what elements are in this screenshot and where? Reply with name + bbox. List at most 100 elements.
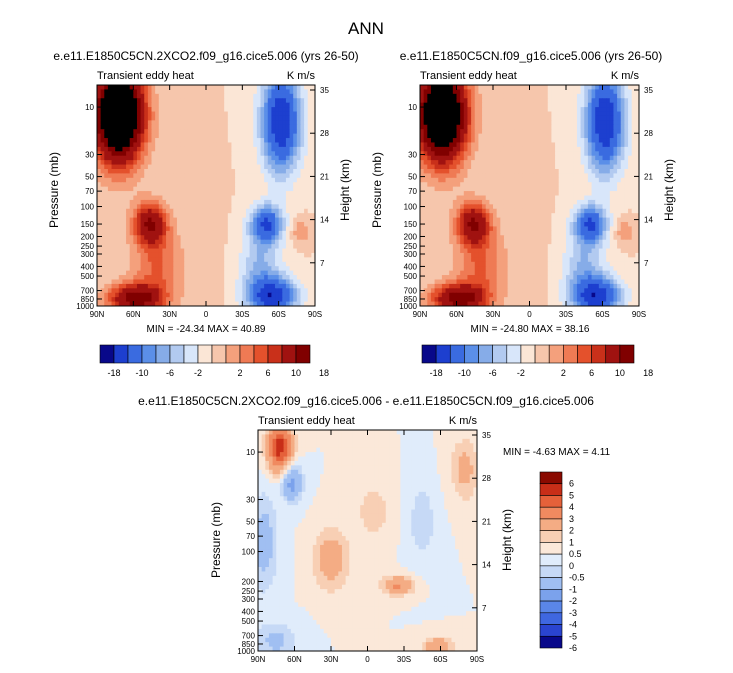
panel-right-cell — [430, 164, 436, 170]
panel-right-cell — [591, 89, 596, 95]
panel-right-cell — [503, 111, 509, 117]
panel-left-cell — [231, 191, 236, 196]
panel-right-cell — [547, 195, 552, 201]
panel-right-cell — [460, 151, 465, 157]
panel-right-cell — [493, 102, 498, 108]
panel-right-cell — [533, 142, 538, 148]
panel-right-cell — [525, 168, 530, 174]
panel-left-cell — [107, 248, 113, 254]
panel-left-cell — [275, 195, 280, 201]
panel-left-cell — [180, 191, 185, 196]
panel-left-cell — [126, 138, 131, 143]
panel-left-cell — [169, 230, 174, 236]
panel-left-cell — [307, 120, 312, 126]
panel-left-cell — [166, 270, 171, 276]
panel-right-cell — [547, 129, 552, 135]
panel-right-cell — [525, 111, 530, 117]
panel-left-cell — [97, 208, 102, 214]
panel-left-cell — [285, 230, 291, 236]
panel-left-cell — [122, 195, 127, 201]
panel-right-cell — [489, 133, 494, 139]
panel-right-cell — [478, 217, 483, 223]
panel-right-cell — [493, 204, 498, 210]
panel-left-cell — [162, 244, 167, 250]
panel-right-cell — [566, 151, 571, 157]
panel-right-cell — [529, 191, 534, 196]
panel-right-cell — [482, 182, 487, 188]
panel-left-colorbar-swatch — [253, 344, 269, 364]
panel-right-cell — [562, 177, 567, 183]
panel-left-cell — [235, 164, 240, 170]
panel-left-cell — [209, 239, 214, 245]
panel-left-cell — [184, 217, 189, 223]
panel-left-cell — [202, 248, 207, 254]
panel-left-cell — [293, 138, 298, 143]
panel-right-cell — [536, 85, 541, 90]
panel-right-cell — [613, 142, 618, 148]
panel-left-cell — [282, 98, 287, 104]
panel-right-cell — [493, 173, 498, 179]
panel-left-cell — [260, 186, 265, 192]
panel-left-cell — [129, 160, 134, 166]
panel-left-cell — [275, 151, 280, 157]
panel-left-cell — [216, 297, 222, 303]
panel-right-cell — [566, 115, 571, 121]
panel-left-cell — [184, 204, 189, 210]
panel-left-cell — [289, 177, 294, 183]
panel-left-cell — [307, 85, 312, 90]
panel-left-cell — [111, 102, 116, 108]
panel-right-cell — [467, 102, 472, 108]
panel-right-cell — [635, 142, 640, 148]
panel-left-cell — [242, 195, 247, 201]
panel-left-cell — [271, 270, 276, 276]
panel-right-cell — [533, 120, 538, 126]
panel-left-cell — [144, 168, 149, 174]
panel-left-cell — [271, 177, 276, 183]
panel-right-cell — [507, 138, 512, 143]
panel-left-cell — [275, 111, 280, 117]
panel-left-cell — [111, 275, 116, 280]
panel-left-cell — [213, 85, 218, 90]
panel-right-cell — [525, 155, 530, 161]
panel-left-cell — [162, 120, 167, 126]
panel-left-cell — [147, 244, 152, 250]
panel-right-cell — [445, 107, 450, 113]
panel-left-cell — [140, 182, 145, 188]
panel-right-cell — [456, 222, 461, 227]
panel-right-cell — [547, 199, 552, 205]
panel-left-cell — [187, 297, 192, 303]
panel-left-cell — [195, 288, 200, 294]
panel-right-cell — [434, 155, 439, 161]
panel-left-cell — [104, 213, 109, 219]
panel-left-cell — [231, 151, 236, 157]
panel-right-cell — [482, 146, 487, 152]
panel-right-cell — [420, 213, 425, 219]
panel-right-cell — [434, 213, 439, 219]
panel-right-cell — [562, 222, 567, 227]
panel-right-cell — [474, 98, 479, 104]
panel-left-cell — [245, 151, 251, 157]
panel-left-cell — [115, 191, 120, 196]
panel-right-cell — [580, 124, 585, 130]
panel-right-cell — [566, 168, 571, 174]
panel-left-cell — [162, 129, 167, 135]
panel-right-cell — [493, 177, 498, 183]
panel-left-cell — [278, 279, 283, 285]
panel-left-cell — [256, 111, 261, 117]
panel-left-cell — [122, 133, 127, 139]
panel-left-cell — [151, 261, 156, 267]
panel-left-cell — [122, 244, 127, 250]
panel-left-cell — [126, 93, 131, 99]
panel-left-cell — [97, 182, 102, 188]
panel-left-cell — [238, 261, 243, 267]
panel-left-colorbar-label: -10 — [135, 368, 148, 378]
panel-left-cell — [245, 155, 251, 161]
panel-left-cell — [155, 261, 160, 267]
panel-left-cell — [242, 111, 247, 117]
panel-right-cell — [562, 124, 567, 130]
panel-left-cell — [311, 173, 316, 179]
panel-right-cell — [591, 115, 596, 121]
panel-left-cell — [144, 138, 149, 143]
panel-left-cell — [169, 213, 174, 219]
panel-left-cell — [256, 230, 261, 236]
